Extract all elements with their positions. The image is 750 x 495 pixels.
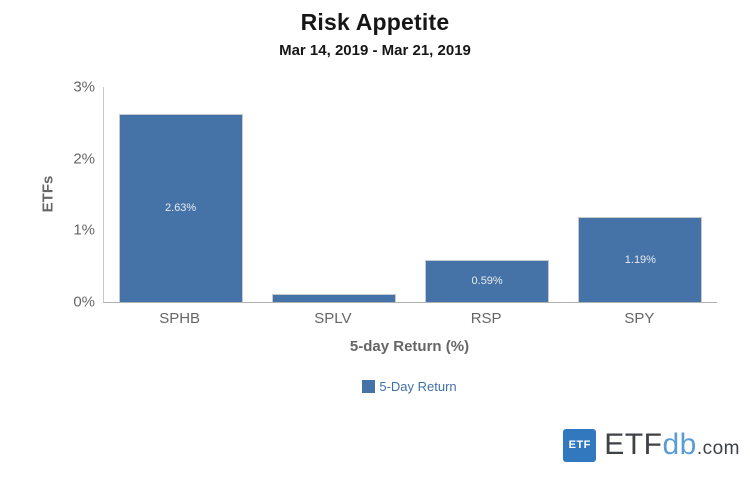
y-tick-label: 0% — [73, 293, 95, 311]
bar-slot — [257, 87, 410, 302]
x-axis-title: 5-day Return (%) — [349, 338, 470, 355]
etf-badge-icon: ETF — [563, 428, 597, 462]
x-category-label-rsp: RSP — [470, 310, 502, 327]
etfdb-wordmark: ETF db .com — [604, 428, 740, 462]
bar-spy[interactable]: 1.19% — [578, 217, 703, 302]
legend-label: 5-Day Return — [379, 379, 457, 394]
bar-slot: 1.19% — [564, 87, 717, 302]
bar-value-label: 0.59% — [471, 275, 503, 287]
chart-subtitle: Mar 14, 2019 - Mar 21, 2019 — [279, 42, 471, 59]
legend: 5-Day Return — [103, 379, 716, 394]
y-axis-tick-labels: 3% 2% 1% 0% — [0, 79, 95, 311]
y-tick-label: 3% — [73, 78, 95, 96]
plot-area: 2.63% 0.59% 1.19% — [103, 87, 717, 303]
logo-etf-text: ETF — [604, 428, 663, 461]
x-category-label-splv: SPLV — [314, 310, 352, 327]
bar-splv[interactable] — [271, 294, 396, 302]
logo-tld-text: .com — [696, 438, 740, 459]
bar-value-label: 1.19% — [624, 253, 656, 266]
x-category-label-sphb: SPHB — [159, 310, 201, 327]
etfdb-logo: ETF ETF db .com — [563, 428, 740, 462]
bar-value-label: 2.63% — [165, 202, 197, 214]
chart-title: Risk Appetite — [300, 9, 450, 35]
x-axis-category-labels: SPHB SPLV RSP SPY — [103, 310, 716, 327]
bar-slot: 0.59% — [411, 87, 564, 302]
y-tick-label: 1% — [73, 221, 95, 239]
bar-slot: 2.63% — [104, 87, 257, 302]
bar-sphb[interactable]: 2.63% — [118, 114, 243, 302]
legend-item-5-day-return[interactable]: 5-Day Return — [362, 379, 457, 394]
legend-swatch-icon — [362, 380, 376, 393]
bar-rsp[interactable]: 0.59% — [425, 260, 550, 302]
logo-db-text: db — [662, 428, 697, 461]
x-category-label-spy: SPY — [624, 310, 655, 327]
y-tick-label: 2% — [73, 150, 95, 168]
